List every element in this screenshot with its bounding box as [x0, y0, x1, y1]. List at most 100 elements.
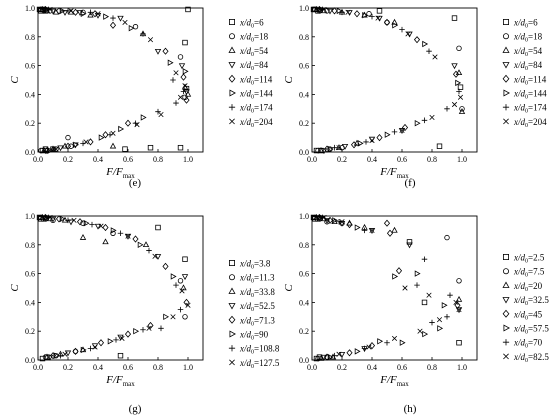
data-point [113, 337, 119, 343]
data-point [392, 22, 399, 29]
data-point [182, 68, 189, 75]
data-point [456, 88, 462, 95]
data-point [375, 15, 381, 21]
data-point [98, 223, 104, 229]
legend-marker [502, 46, 510, 53]
legend: x/d0=3.8 x/d0=11.3 x/d0=33.8 x/d0=52.5 x/d0=… [228, 259, 280, 370]
data-point [436, 143, 443, 149]
data-point [132, 24, 139, 30]
series [44, 214, 177, 359]
data-point [357, 140, 364, 147]
data-point [455, 307, 463, 314]
legend: x/d0=2.5 x/d0=7.5 x/d0=20 x/d0=32.5 x/d0=45 x… [502, 253, 549, 364]
data-point [332, 217, 339, 224]
data-point [429, 319, 435, 326]
legend-entry: x/d0=174 [513, 103, 547, 115]
data-point [183, 89, 190, 96]
y-tick-label: 0.6 [299, 270, 309, 279]
series [39, 213, 187, 360]
data-point [437, 325, 444, 332]
series [36, 6, 191, 154]
data-point [102, 238, 109, 245]
legend: x/d0=6 x/d0=18 x/d0=54 x/d0=84 x/d0=114 x/d0=… [502, 18, 547, 129]
series [318, 6, 462, 153]
data-point [44, 214, 51, 221]
data-point [406, 239, 413, 245]
data-point [122, 19, 128, 25]
series [316, 213, 461, 361]
data-point [350, 141, 358, 149]
data-point [147, 144, 154, 151]
data-point [313, 355, 320, 362]
y-tick-label: 0.4 [299, 298, 309, 307]
plot-frame [311, 215, 478, 361]
data-point [170, 273, 177, 280]
data-point [167, 59, 174, 66]
data-point [61, 10, 69, 16]
data-point [361, 345, 368, 352]
legend-marker [502, 18, 509, 25]
legend-marker [502, 281, 510, 288]
data-point [369, 13, 375, 20]
data-point [155, 224, 161, 231]
data-point [444, 234, 450, 241]
data-point [321, 6, 327, 13]
series [38, 214, 188, 360]
series [42, 5, 190, 155]
data-point [79, 234, 87, 240]
data-point [383, 18, 391, 27]
legend-entry: x/d0=204 [239, 117, 273, 129]
x-tick-label: 0.0 [307, 155, 317, 164]
data-point [458, 108, 466, 114]
data-point [377, 338, 384, 345]
chart-panel: 0.0 0.2 0.4 0.6 0.8 1.00.00.20.40.60.81.0F/Fm… [283, 4, 547, 189]
series [314, 7, 458, 155]
data-point [455, 79, 462, 87]
data-point [140, 114, 147, 121]
series [319, 6, 462, 151]
y-tick-label: 0.0 [25, 148, 35, 157]
data-point [361, 227, 368, 234]
data-point [369, 137, 375, 144]
legend-marker [228, 345, 236, 352]
legend-marker [228, 287, 236, 294]
data-point [413, 36, 421, 44]
legend-entry: x/d0=144 [239, 89, 273, 101]
data-point [49, 352, 57, 360]
data-point [91, 343, 99, 350]
panel-label: (e) [129, 177, 142, 189]
data-point [183, 298, 190, 307]
legend-marker [228, 18, 235, 25]
data-point [110, 130, 116, 136]
legend-entry: x/d0=3.8 [239, 259, 271, 271]
data-point [436, 317, 443, 323]
data-point [362, 11, 369, 19]
y-tick-label: 1.0 [299, 4, 309, 13]
data-point [354, 348, 361, 355]
data-point [182, 256, 188, 262]
panel-label: (f) [405, 177, 416, 189]
data-point [392, 273, 399, 280]
data-point [421, 256, 428, 262]
chart-panel: 0.0 0.2 0.4 0.6 0.8 1.00.00.20.40.60.81.0F/Fm… [9, 212, 280, 415]
legend-marker [502, 297, 510, 304]
data-point [65, 8, 71, 14]
data-point [59, 7, 66, 15]
data-point [414, 270, 421, 277]
legend-marker [228, 33, 235, 40]
data-point [107, 338, 114, 345]
data-point [95, 11, 101, 17]
data-point [326, 8, 334, 15]
data-point [124, 119, 132, 127]
data-point [354, 224, 361, 231]
data-point [455, 295, 463, 302]
y-axis-label: C [283, 76, 295, 84]
legend-marker [228, 274, 235, 281]
legend-entry: x/d0=70 [513, 338, 543, 350]
legend-marker [503, 353, 509, 360]
data-point [177, 306, 184, 313]
data-point [368, 341, 376, 350]
data-point [89, 221, 95, 228]
panel-label: (g) [129, 403, 142, 415]
y-axis-label: C [283, 284, 295, 292]
